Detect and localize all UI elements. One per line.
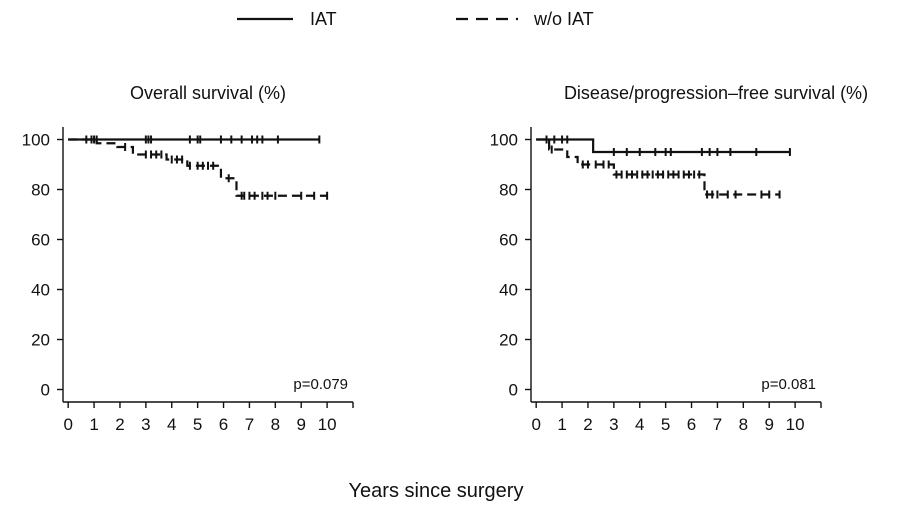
x-tick-label: 3	[141, 415, 150, 434]
x-tick-label: 4	[635, 415, 644, 434]
p-value-annotation: p=0.081	[761, 376, 816, 393]
series-line-wo-iat	[536, 138, 780, 196]
y-tick-label: 100	[22, 131, 50, 150]
x-tick-label: 6	[687, 415, 696, 434]
chart-panel-disease-free-survival: Disease/progression–free survival (%)020…	[490, 83, 868, 434]
y-tick-label: 100	[490, 131, 518, 150]
y-tick-label: 20	[31, 331, 50, 350]
series-line-iat	[536, 138, 790, 154]
x-tick-label: 9	[296, 415, 305, 434]
x-tick-label: 0	[63, 415, 72, 434]
x-tick-label: 5	[661, 415, 670, 434]
y-tick-label: 60	[31, 231, 50, 250]
shared-x-axis-label: Years since surgery	[349, 480, 524, 502]
y-tick-label: 20	[499, 331, 518, 350]
legend: IAT w/o IAT	[237, 9, 594, 29]
x-tick-label: 5	[193, 415, 202, 434]
y-tick-label: 80	[499, 181, 518, 200]
x-tick-label: 1	[89, 415, 98, 434]
x-tick-label: 0	[531, 415, 540, 434]
x-tick-label: 8	[739, 415, 748, 434]
chart-title: Disease/progression–free survival (%)	[564, 83, 868, 103]
x-tick-label: 9	[764, 415, 773, 434]
x-tick-label: 8	[271, 415, 280, 434]
y-tick-label: 60	[499, 231, 518, 250]
chart-title: Overall survival (%)	[130, 83, 286, 103]
x-tick-label: 1	[557, 415, 566, 434]
x-tick-label: 7	[245, 415, 254, 434]
y-tick-label: 40	[31, 281, 50, 300]
y-tick-label: 0	[509, 381, 518, 400]
y-tick-label: 40	[499, 281, 518, 300]
p-value-annotation: p=0.079	[293, 376, 348, 393]
legend-label-iat: IAT	[310, 9, 337, 29]
x-tick-label: 2	[115, 415, 124, 434]
y-tick-label: 80	[31, 181, 50, 200]
x-tick-label: 2	[583, 415, 592, 434]
x-tick-label: 10	[786, 415, 805, 434]
y-tick-label: 0	[41, 381, 50, 400]
x-tick-label: 6	[219, 415, 228, 434]
x-tick-label: 7	[713, 415, 722, 434]
x-tick-label: 3	[609, 415, 618, 434]
x-tick-label: 4	[167, 415, 176, 434]
x-tick-label: 10	[318, 415, 337, 434]
legend-label-wo-iat: w/o IAT	[533, 9, 594, 29]
